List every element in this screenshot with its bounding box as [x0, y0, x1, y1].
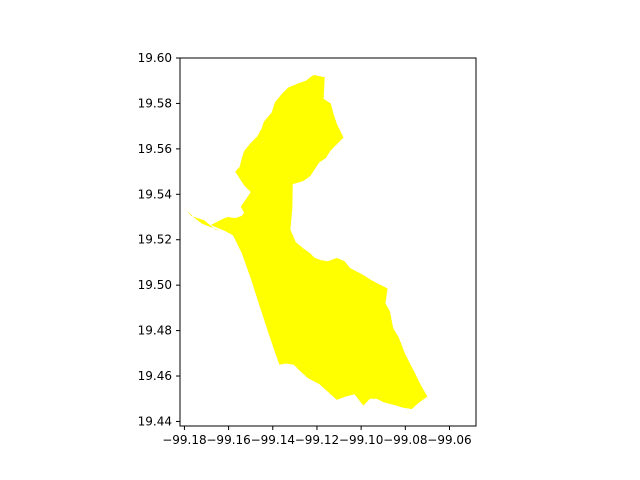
y-tick-label: 19.52: [138, 233, 172, 247]
y-tick-label: 19.50: [138, 278, 172, 292]
x-tick-label: −99.12: [295, 433, 339, 447]
plot-area: [179, 57, 477, 427]
region-notch-polygon: [186, 210, 220, 231]
y-tick-label: 19.44: [138, 414, 172, 428]
y-tick-label: 19.56: [138, 142, 172, 156]
x-axis: −99.18 −99.16 −99.14 −99.12 −99.10 −99.08 −99.…: [162, 426, 472, 447]
axes-frame: [179, 57, 477, 427]
y-tick-label: 19.58: [138, 96, 172, 110]
x-tick-label: −99.14: [251, 433, 295, 447]
x-tick-label: −99.08: [383, 433, 427, 447]
y-tick-label: 19.60: [138, 51, 172, 65]
y-tick-label: 19.46: [138, 369, 172, 383]
x-tick-label: −99.18: [162, 433, 206, 447]
x-tick-label: −99.16: [206, 433, 250, 447]
y-tick-label: 19.48: [138, 324, 172, 338]
y-tick-label: 19.54: [138, 187, 172, 201]
y-axis: 19.44 19.46 19.48 19.50 19.52 19.54 19.56 19.58…: [138, 51, 180, 428]
x-tick-label: −99.10: [339, 433, 383, 447]
x-tick-label: −99.06: [427, 433, 471, 447]
region-polygon: [210, 75, 428, 409]
